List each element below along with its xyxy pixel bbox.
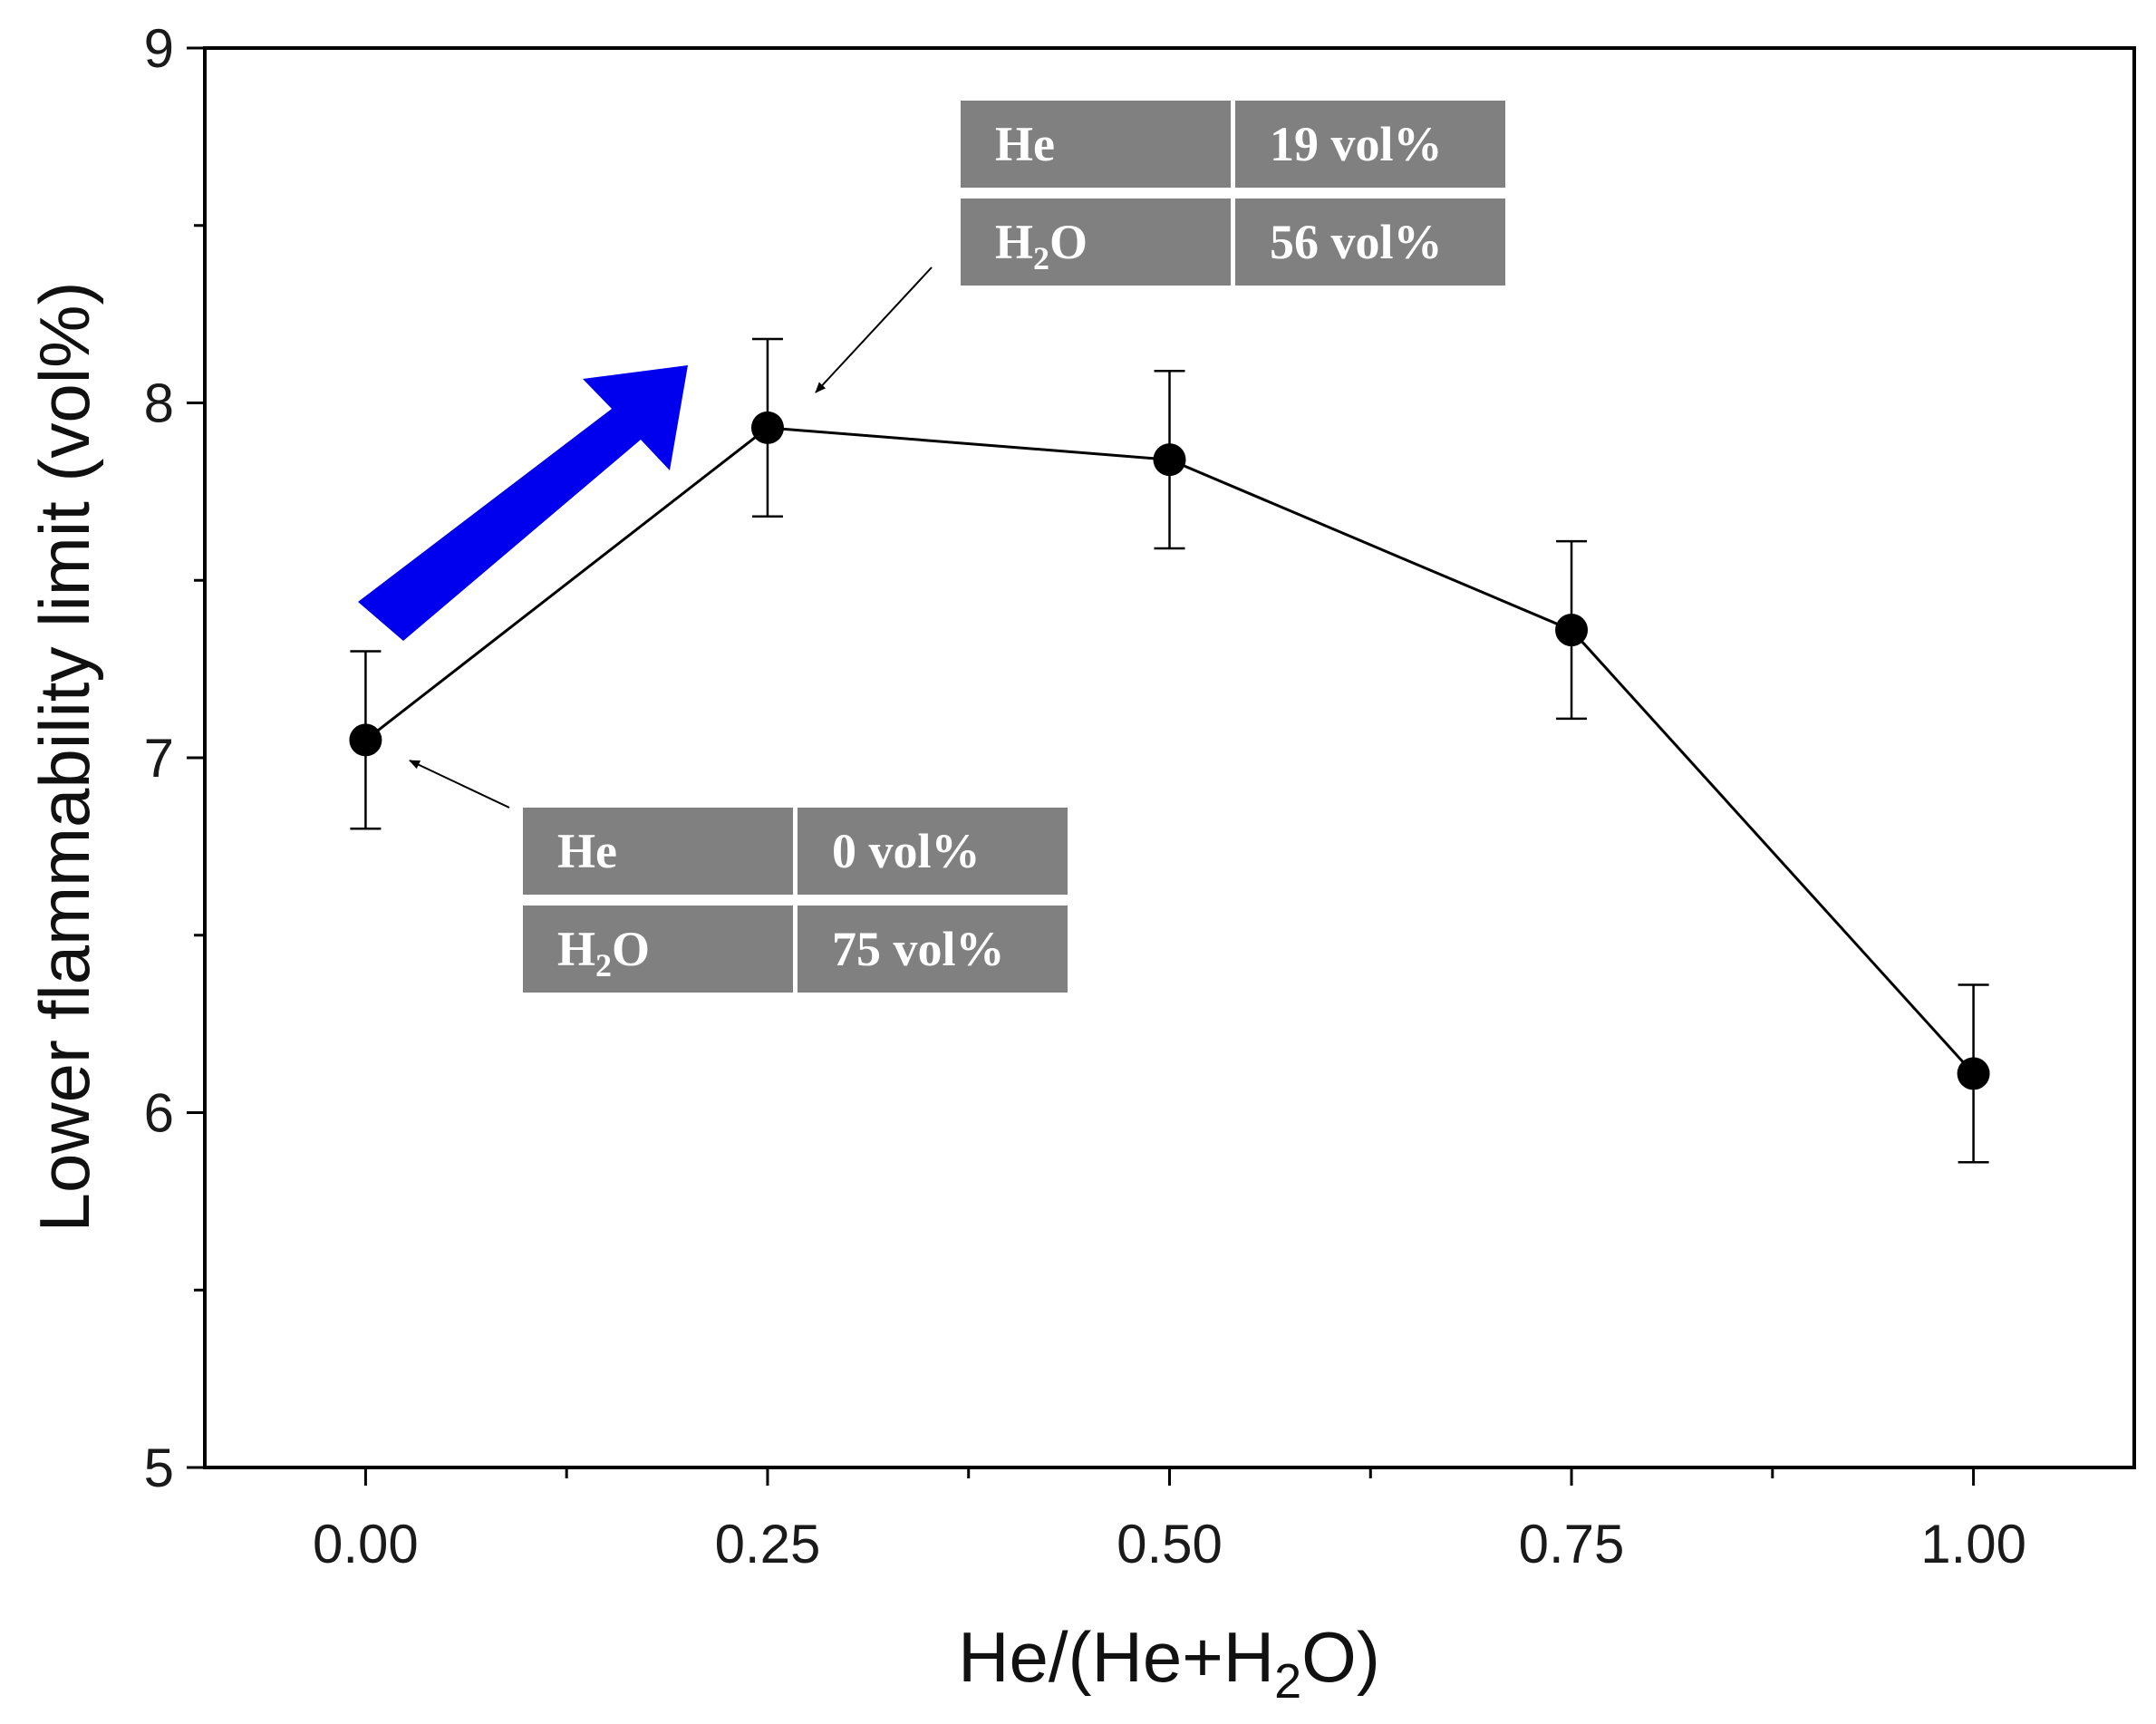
annotation-value: 56 vol% bbox=[1270, 215, 1443, 269]
annotation-label: He bbox=[995, 117, 1055, 171]
y-tick-label: 5 bbox=[144, 1438, 174, 1498]
annotation-value: 0 vol% bbox=[832, 824, 981, 878]
x-tick-label: 0.75 bbox=[1519, 1514, 1625, 1574]
x-axis-title: He/(He+H2O) bbox=[958, 1617, 1380, 1709]
annotation-label: H2O bbox=[557, 922, 650, 983]
annotation-pointer-arrow bbox=[815, 266, 933, 393]
x-axis: 0.00 0.25 0.50 0.75 1.00 bbox=[313, 1467, 2026, 1574]
x-axis-title-subscript: 2 bbox=[1274, 1654, 1301, 1709]
x-tick-label: 1.00 bbox=[1920, 1514, 2026, 1574]
annotation-pointer-arrow bbox=[409, 760, 510, 809]
annotation-cell bbox=[523, 808, 793, 895]
annotation-cell bbox=[1235, 101, 1505, 188]
trend-arrow bbox=[358, 365, 688, 641]
y-axis: 5 6 7 8 9 bbox=[144, 18, 205, 1498]
x-tick-label: 0.50 bbox=[1117, 1514, 1223, 1574]
annotation-cell bbox=[798, 906, 1068, 993]
y-tick-label: 6 bbox=[144, 1083, 174, 1144]
y-tick-label: 7 bbox=[144, 728, 174, 789]
annotation-label: H2O bbox=[995, 215, 1088, 276]
annotation-cell bbox=[1235, 199, 1505, 286]
data-point bbox=[1153, 443, 1186, 477]
y-tick-label: 9 bbox=[144, 18, 174, 79]
annotation-label: He bbox=[557, 824, 617, 878]
annotation-cell bbox=[523, 906, 793, 993]
x-tick-label: 0.00 bbox=[313, 1514, 419, 1574]
data-point bbox=[1957, 1057, 1990, 1090]
annotation-table: He 0 vol% H2O 75 vol% bbox=[523, 808, 1068, 993]
data-point bbox=[1555, 614, 1589, 647]
annotation-layer: He 0 vol% H2O 75 vol% He 19 vol% H2O 56 vol% bbox=[409, 101, 1505, 993]
series-layer bbox=[349, 337, 1990, 1164]
annotation-cell bbox=[798, 808, 1068, 895]
trend-arrow-group bbox=[358, 365, 688, 641]
annotation-value: 75 vol% bbox=[832, 922, 1005, 976]
x-tick-label: 0.25 bbox=[715, 1514, 821, 1574]
annotation-table: He 19 vol% H2O 56 vol% bbox=[961, 101, 1505, 286]
data-point bbox=[349, 723, 382, 757]
annotation-cell bbox=[961, 101, 1231, 188]
y-axis-title: Lower flammability limit (vol%) bbox=[24, 282, 104, 1233]
annotation-value: 19 vol% bbox=[1270, 117, 1443, 171]
data-point bbox=[750, 411, 784, 444]
y-tick-label: 8 bbox=[144, 373, 174, 434]
annotation-cell bbox=[961, 199, 1231, 286]
